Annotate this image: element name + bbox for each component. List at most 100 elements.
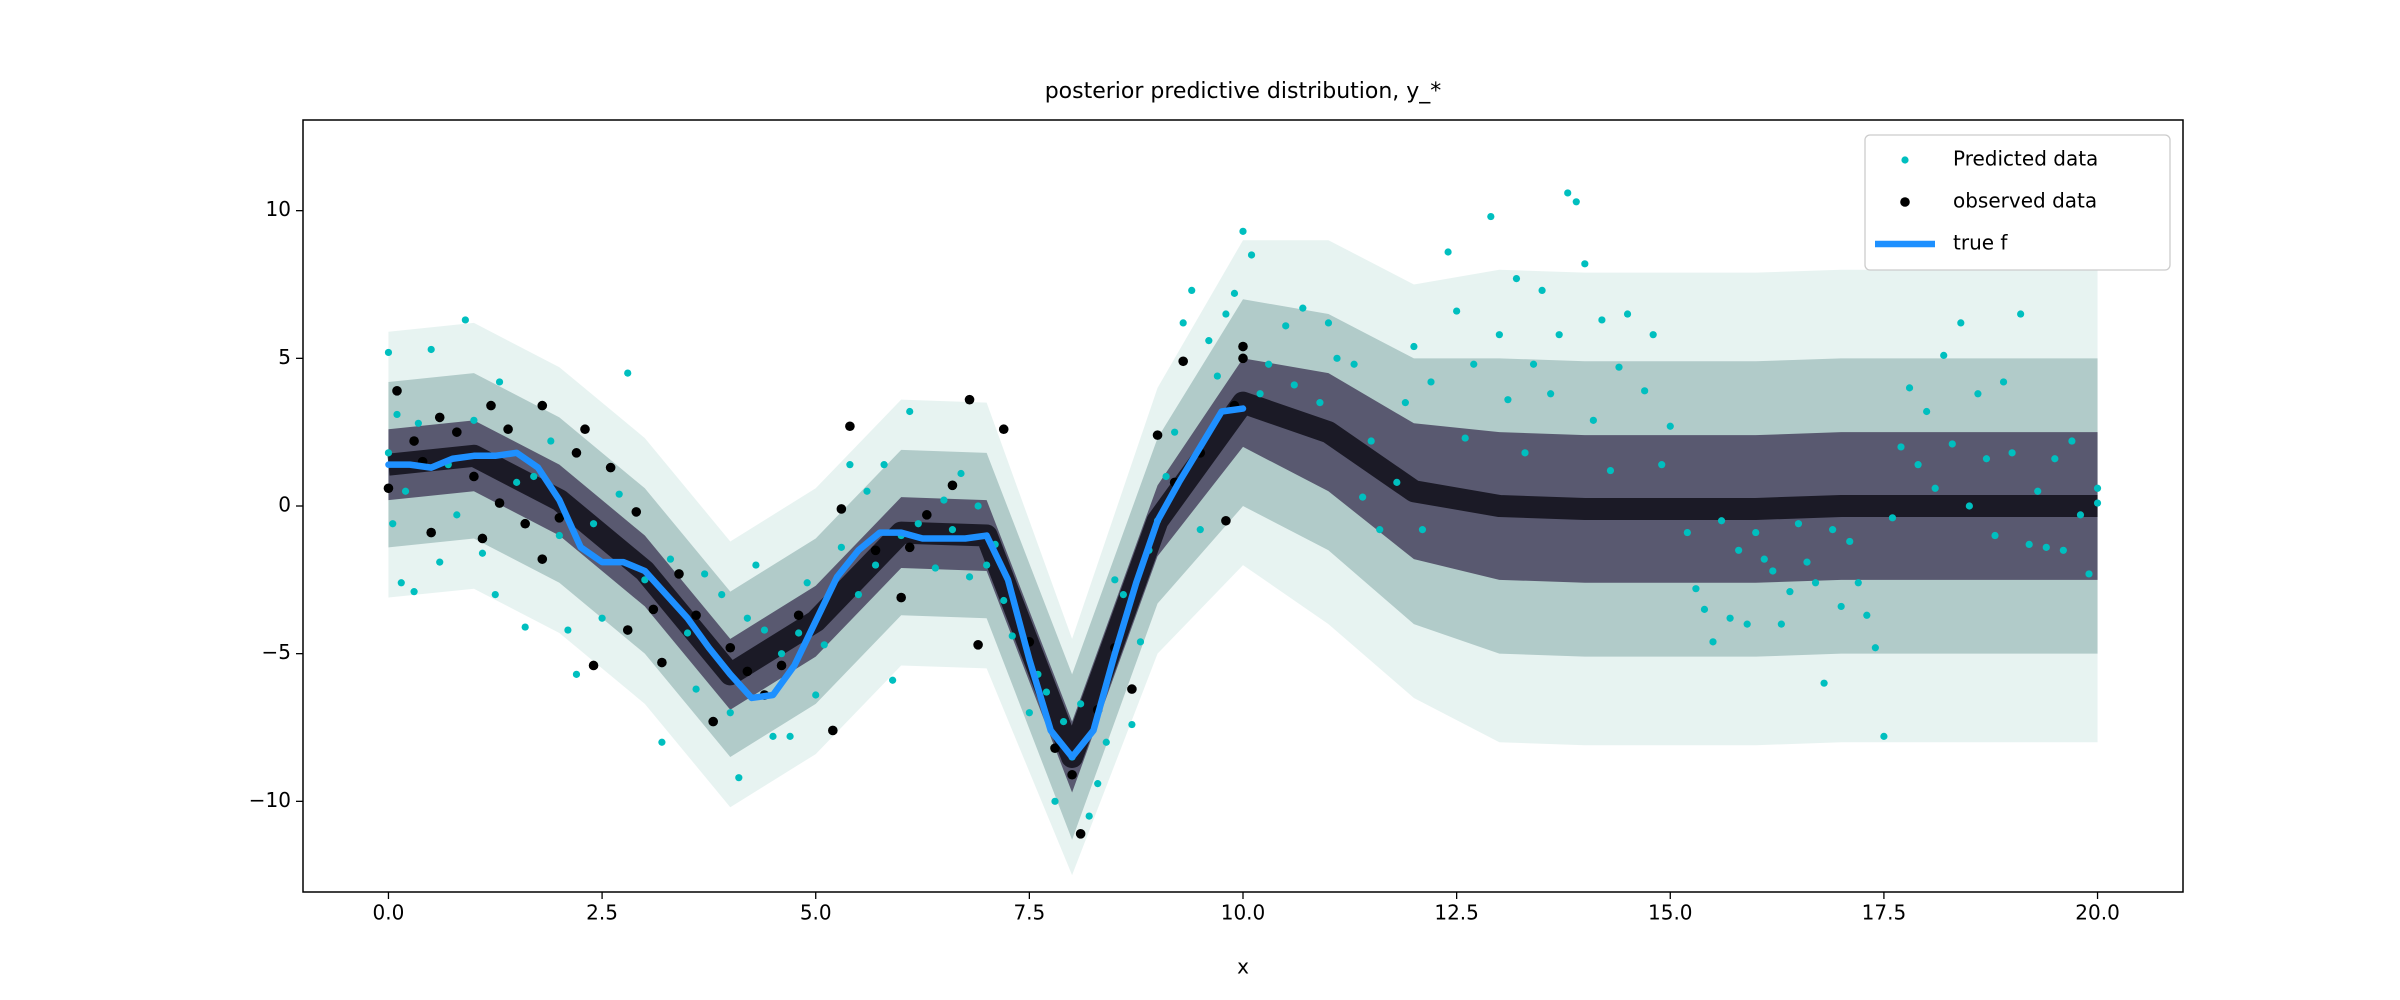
data-point [2059,546,2067,554]
data-point [530,472,538,481]
y-tick-label: 5 [278,345,291,369]
data-point [743,614,751,622]
data-point [1265,360,1273,368]
data-point [1427,378,1435,386]
x-tick-label: 2.5 [586,901,618,925]
data-point [410,588,418,596]
data-point [1196,526,1204,534]
data-point [1700,605,1709,613]
data-point [904,542,915,553]
data-point [973,640,983,650]
data-point [2076,511,2085,519]
data-point [1538,286,1546,295]
legend-marker [1900,197,1910,207]
data-point [1760,555,1768,563]
data-point [580,424,590,435]
legend-box [1864,134,2171,271]
data-point [795,629,803,637]
data-point [2025,540,2033,548]
data-point [1238,353,1248,364]
data-point [674,569,684,579]
data-point [896,592,906,603]
data-point [1128,720,1136,729]
data-point [469,471,479,482]
data-point [2008,449,2016,457]
data-point [752,561,760,569]
data-point [947,480,958,491]
data-point [1453,307,1461,315]
data-point [631,507,642,517]
data-point [1042,688,1051,696]
data-point [1504,396,1512,404]
data-point [2085,570,2093,578]
data-point [1606,466,1615,475]
data-point [453,511,461,519]
data-point [1188,286,1196,295]
posterior-band [388,299,2098,840]
data-point [726,709,734,717]
data-point [1444,248,1452,256]
data-point [622,625,633,635]
y-tick-label: −10 [249,788,291,812]
data-point [998,424,1009,435]
data-point [1171,428,1179,436]
data-point [470,416,478,424]
data-point [1897,443,1905,451]
data-point [1641,387,1649,395]
data-point [1247,251,1256,259]
data-point [1230,289,1239,297]
data-point [1931,484,1939,492]
data-point [572,670,581,678]
data-point [1393,478,1401,486]
data-point [786,732,794,740]
data-point [624,369,632,377]
data-point [1752,528,1760,537]
data-point [491,590,499,599]
data-point [1888,514,1897,522]
data-point [1555,331,1563,339]
data-point [725,642,736,653]
data-point [2068,437,2076,445]
legend-label: true f [1953,231,2008,255]
data-point [922,510,932,520]
data-point [1999,378,2008,386]
data-point [392,386,402,396]
data-point [2093,499,2102,507]
data-point [974,502,982,510]
data-point [1127,684,1137,694]
data-point [605,462,616,473]
data-point [1152,430,1163,440]
data-point [427,345,435,354]
data-point [1854,579,1862,587]
data-point [735,774,743,782]
data-point [863,487,871,495]
data-point [1333,354,1341,362]
data-point [520,518,530,529]
data-point [1075,829,1086,839]
data-point [564,626,572,634]
data-point [1683,528,1691,537]
data-point [1077,700,1085,708]
data-point [2051,455,2059,463]
data-point [1589,416,1597,424]
data-point [1529,360,1538,368]
data-point [1051,797,1059,805]
x-axis-label: x [1237,955,1249,979]
data-point [1050,743,1060,753]
data-point [1461,434,1469,442]
data-point [426,527,436,538]
legend: Predicted data observed data true f [1864,134,2171,271]
data-point [384,348,393,357]
data-point [414,419,422,427]
data-point [1418,526,1427,534]
data-point [1598,316,1606,324]
data-point [889,676,897,684]
data-point [1136,638,1145,646]
data-point [2017,310,2025,318]
data-point [691,610,701,621]
data-point [1376,526,1384,534]
data-point [1743,620,1751,628]
data-point [452,427,462,437]
data-point [1521,449,1529,457]
data-point [845,421,855,432]
